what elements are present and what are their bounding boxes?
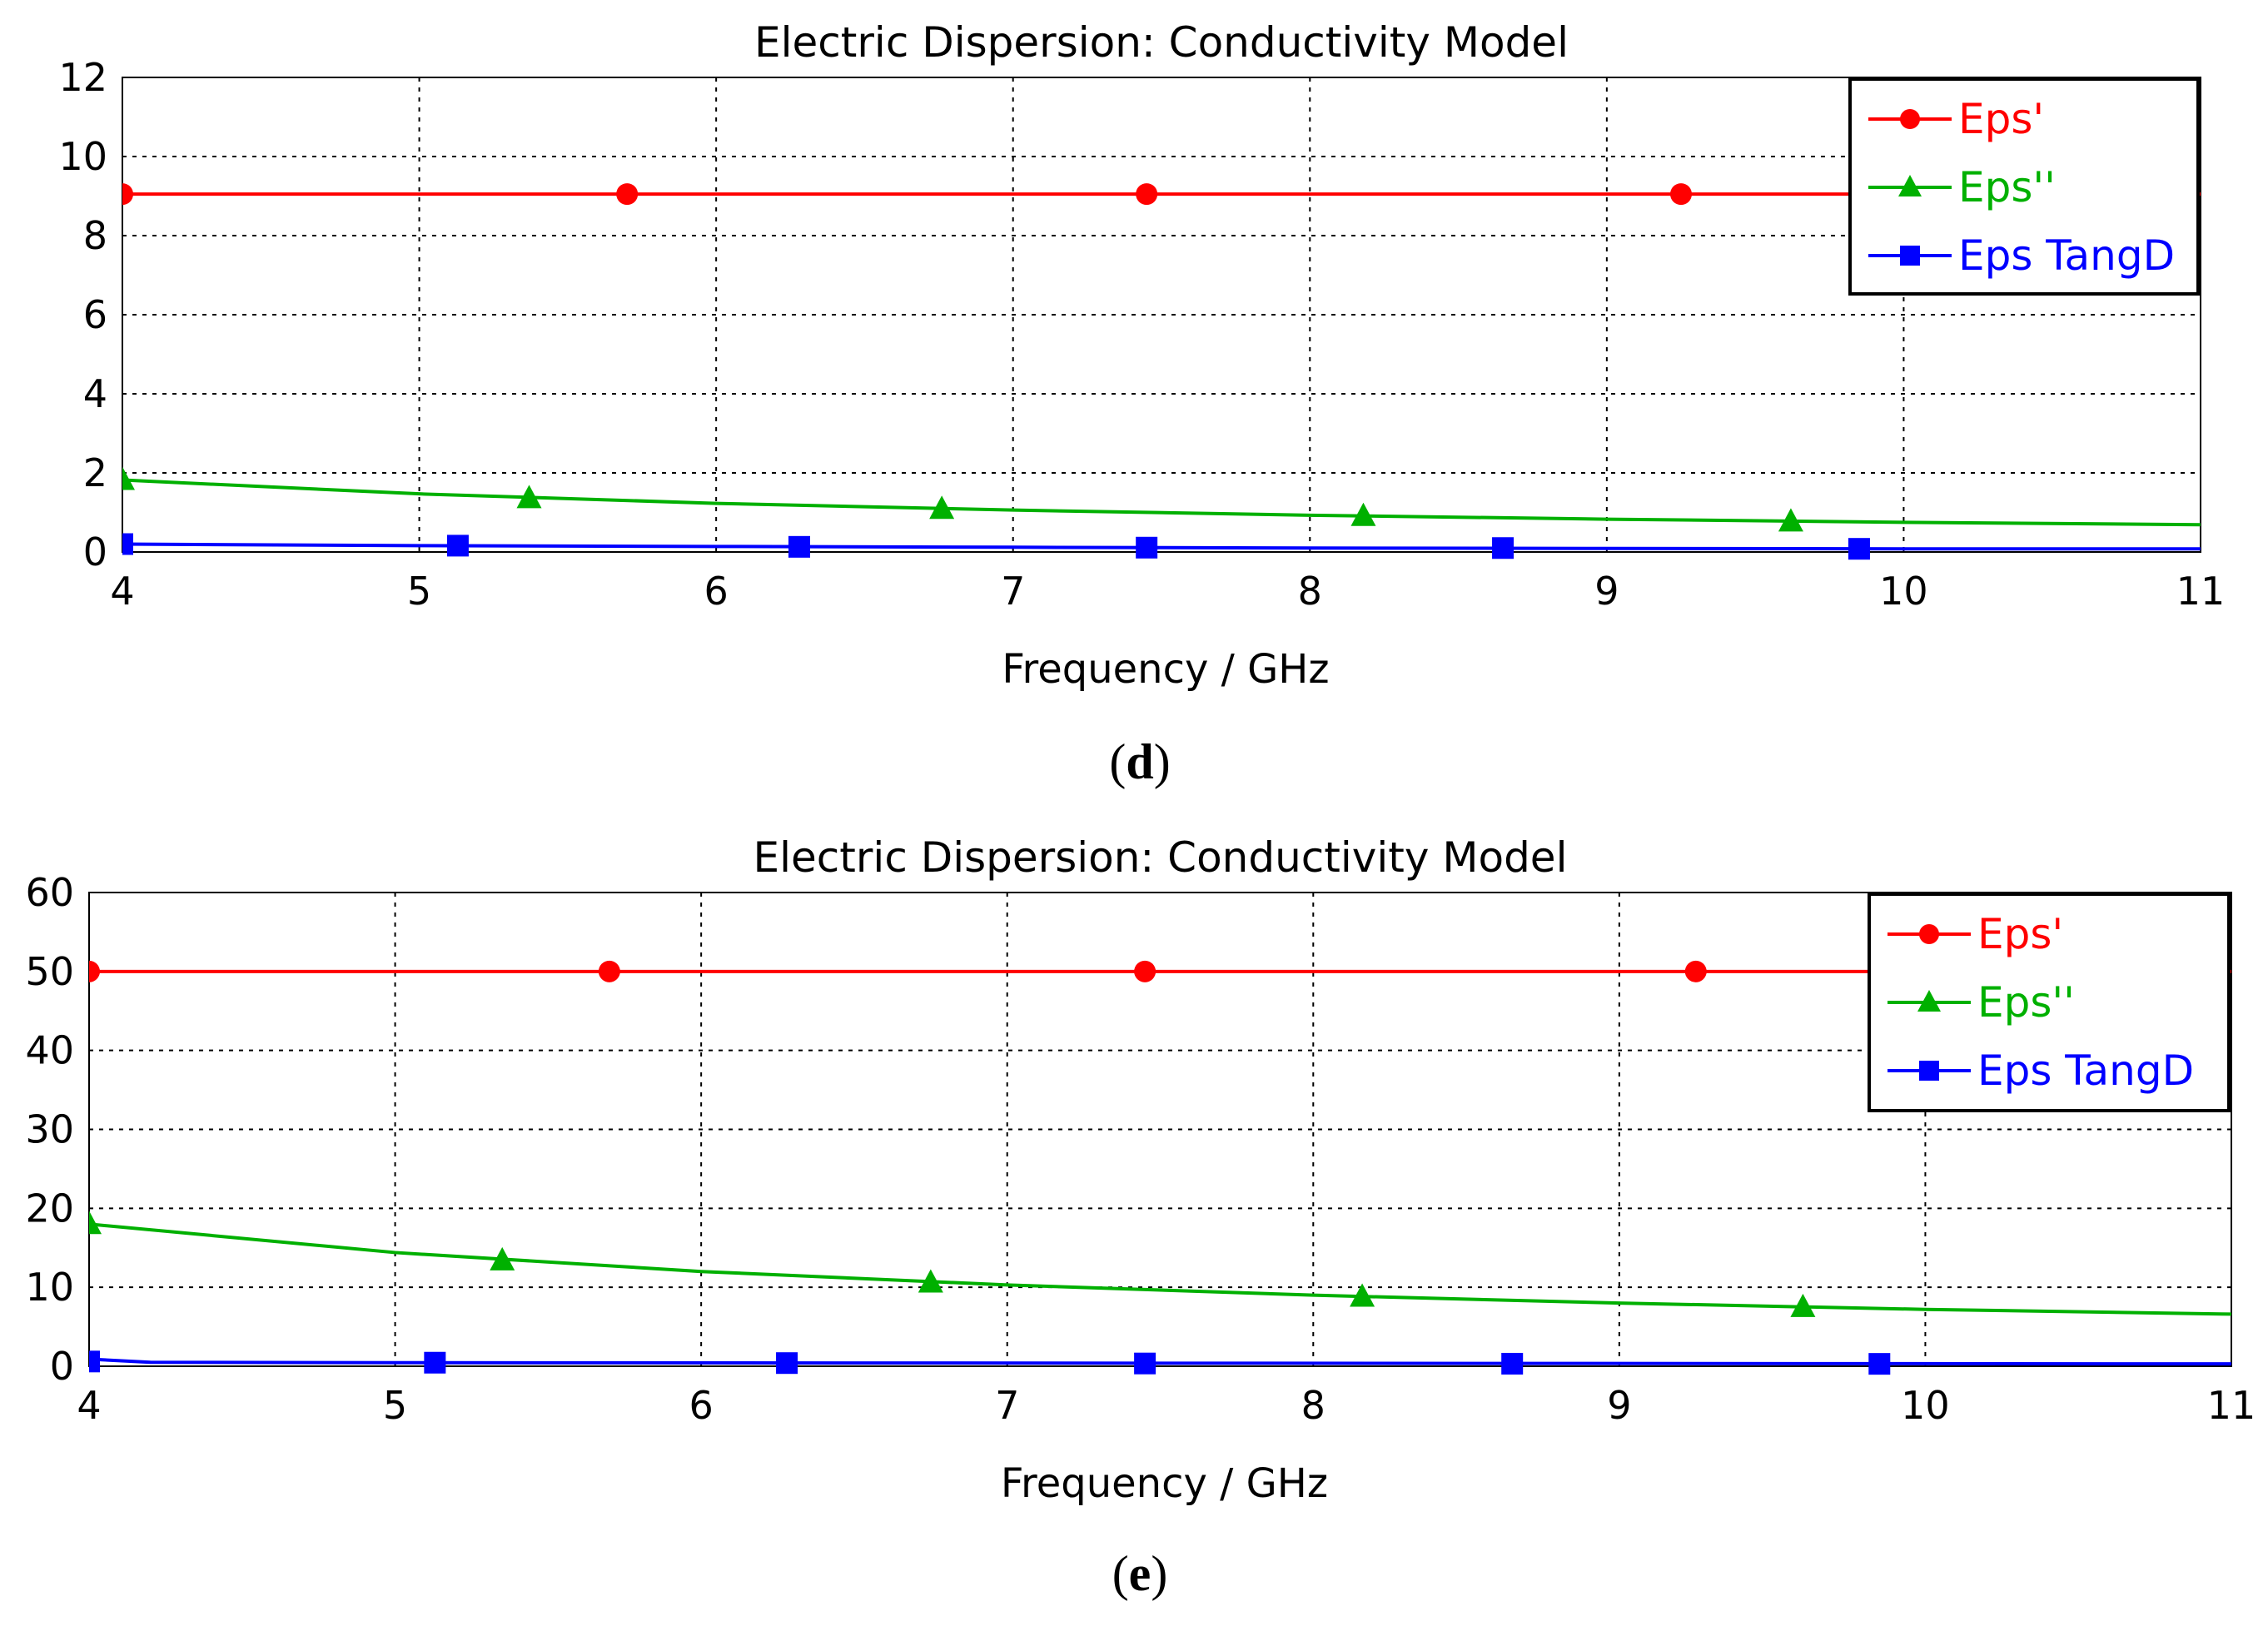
y-tick-label: 40	[25, 1028, 74, 1073]
data-point	[1134, 1352, 1156, 1375]
plot-frame	[88, 892, 2232, 1367]
data-point	[89, 1211, 102, 1235]
legend-item: Eps''	[1868, 163, 2056, 211]
legend-item: Eps TangD	[1868, 231, 2175, 280]
x-tick-label: 9	[1607, 1383, 1631, 1428]
chart-title: Electric Dispersion: Conductivity Model	[754, 18, 1569, 67]
legend-label: Eps'	[1958, 95, 2044, 143]
x-tick-label: 4	[77, 1383, 101, 1428]
caption-e: (e)	[1112, 1546, 1168, 1601]
data-point	[490, 1246, 515, 1270]
y-tick-label: 30	[25, 1107, 74, 1152]
legend: Eps' Eps'' Eps TangD	[1868, 893, 2231, 1112]
x-tick-label: 8	[1298, 569, 1322, 614]
y-tick-label: 10	[25, 1265, 74, 1310]
x-tick-label: 8	[1301, 1383, 1325, 1428]
data-point	[1350, 502, 1376, 526]
data-point	[122, 466, 135, 490]
data-point	[516, 485, 542, 509]
x-axis-label: Frequency / GHz	[1001, 1460, 1328, 1507]
legend-item: Eps'	[1868, 95, 2044, 143]
legend-swatch-marker	[1898, 175, 1922, 196]
data-point	[598, 960, 620, 982]
legend-label: Eps''	[1977, 978, 2075, 1027]
legend-swatch-marker	[1900, 246, 1920, 266]
data-point	[788, 535, 810, 558]
y-tick-label: 8	[83, 213, 107, 258]
series-line	[89, 1357, 2232, 1366]
x-tick-label: 9	[1594, 569, 1619, 614]
y-tick-label: 12	[58, 55, 107, 100]
x-tick-label: 7	[995, 1383, 1019, 1428]
x-tick-label: 6	[689, 1383, 714, 1428]
series-line	[122, 542, 2201, 551]
y-tick-label: 50	[25, 949, 74, 994]
data-point	[1134, 960, 1156, 982]
series-eps-double-prime	[122, 466, 2201, 532]
data-point	[1778, 508, 1803, 532]
data-point	[89, 1350, 100, 1373]
legend-swatch-marker	[1917, 990, 1941, 1012]
data-point	[929, 495, 955, 520]
data-point	[1350, 1283, 1375, 1307]
series-eps-tangd	[122, 533, 2201, 560]
data-point	[122, 533, 133, 555]
x-tick-label: 10	[1901, 1383, 1950, 1428]
plot-frame	[122, 77, 2201, 553]
y-tick-label: 0	[50, 1344, 74, 1389]
y-tick-label: 60	[25, 870, 74, 915]
data-point	[122, 183, 133, 206]
chart-title: Electric Dispersion: Conductivity Model	[754, 833, 1568, 882]
data-point	[1670, 183, 1692, 206]
data-point	[89, 960, 100, 982]
chart-d: Electric Dispersion: Conductivity Model 4…	[58, 18, 2225, 693]
data-point	[918, 1269, 943, 1293]
legend-item: Eps TangD	[1888, 1047, 2194, 1095]
legend-swatch-marker	[1919, 1061, 1939, 1081]
caption-d: (d)	[1109, 734, 1170, 789]
data-point	[1868, 1353, 1891, 1375]
series-line	[89, 1222, 2232, 1316]
x-tick-label: 6	[704, 569, 729, 614]
x-tick-label: 11	[2176, 569, 2226, 614]
legend-label: Eps'	[1977, 910, 2063, 958]
data-point	[424, 1351, 446, 1374]
legend-item: Eps'	[1888, 910, 2063, 958]
x-tick-label: 5	[407, 569, 431, 614]
legend-label: Eps TangD	[1977, 1047, 2194, 1095]
data-point	[446, 535, 469, 557]
legend-item: Eps''	[1888, 978, 2075, 1027]
y-tick-label: 6	[83, 292, 107, 337]
data-point	[1684, 960, 1707, 982]
y-tick-label: 2	[83, 450, 107, 495]
legend-swatch-marker	[1900, 109, 1920, 129]
data-point	[1501, 1352, 1524, 1375]
x-tick-label: 7	[1001, 569, 1025, 614]
legend: Eps' Eps'' Eps TangD	[1848, 77, 2200, 296]
series-eps-tangd	[89, 1350, 2232, 1375]
data-point	[1136, 536, 1158, 559]
x-axis-label: Frequency / GHz	[1002, 646, 1329, 693]
chart-e: Electric Dispersion: Conductivity Model 4…	[25, 833, 2256, 1507]
data-point	[776, 1352, 798, 1375]
y-tick-label: 4	[83, 371, 107, 416]
y-tick-label: 20	[25, 1186, 74, 1231]
legend-label: Eps TangD	[1958, 231, 2175, 280]
data-point	[1790, 1293, 1816, 1317]
y-tick-label: 10	[58, 134, 107, 179]
series-line	[122, 478, 2201, 527]
x-tick-label: 4	[110, 569, 134, 614]
legend-swatch-marker	[1919, 924, 1939, 944]
data-point	[1492, 537, 1514, 559]
y-tick-label: 0	[83, 530, 107, 574]
series-eps-double-prime	[89, 1211, 2232, 1317]
data-point	[616, 183, 639, 206]
x-tick-label: 10	[1879, 569, 1928, 614]
legend-label: Eps''	[1958, 163, 2056, 211]
x-tick-label: 11	[2207, 1383, 2256, 1428]
data-point	[1848, 538, 1870, 560]
x-tick-label: 5	[383, 1383, 407, 1428]
data-point	[1136, 183, 1158, 206]
